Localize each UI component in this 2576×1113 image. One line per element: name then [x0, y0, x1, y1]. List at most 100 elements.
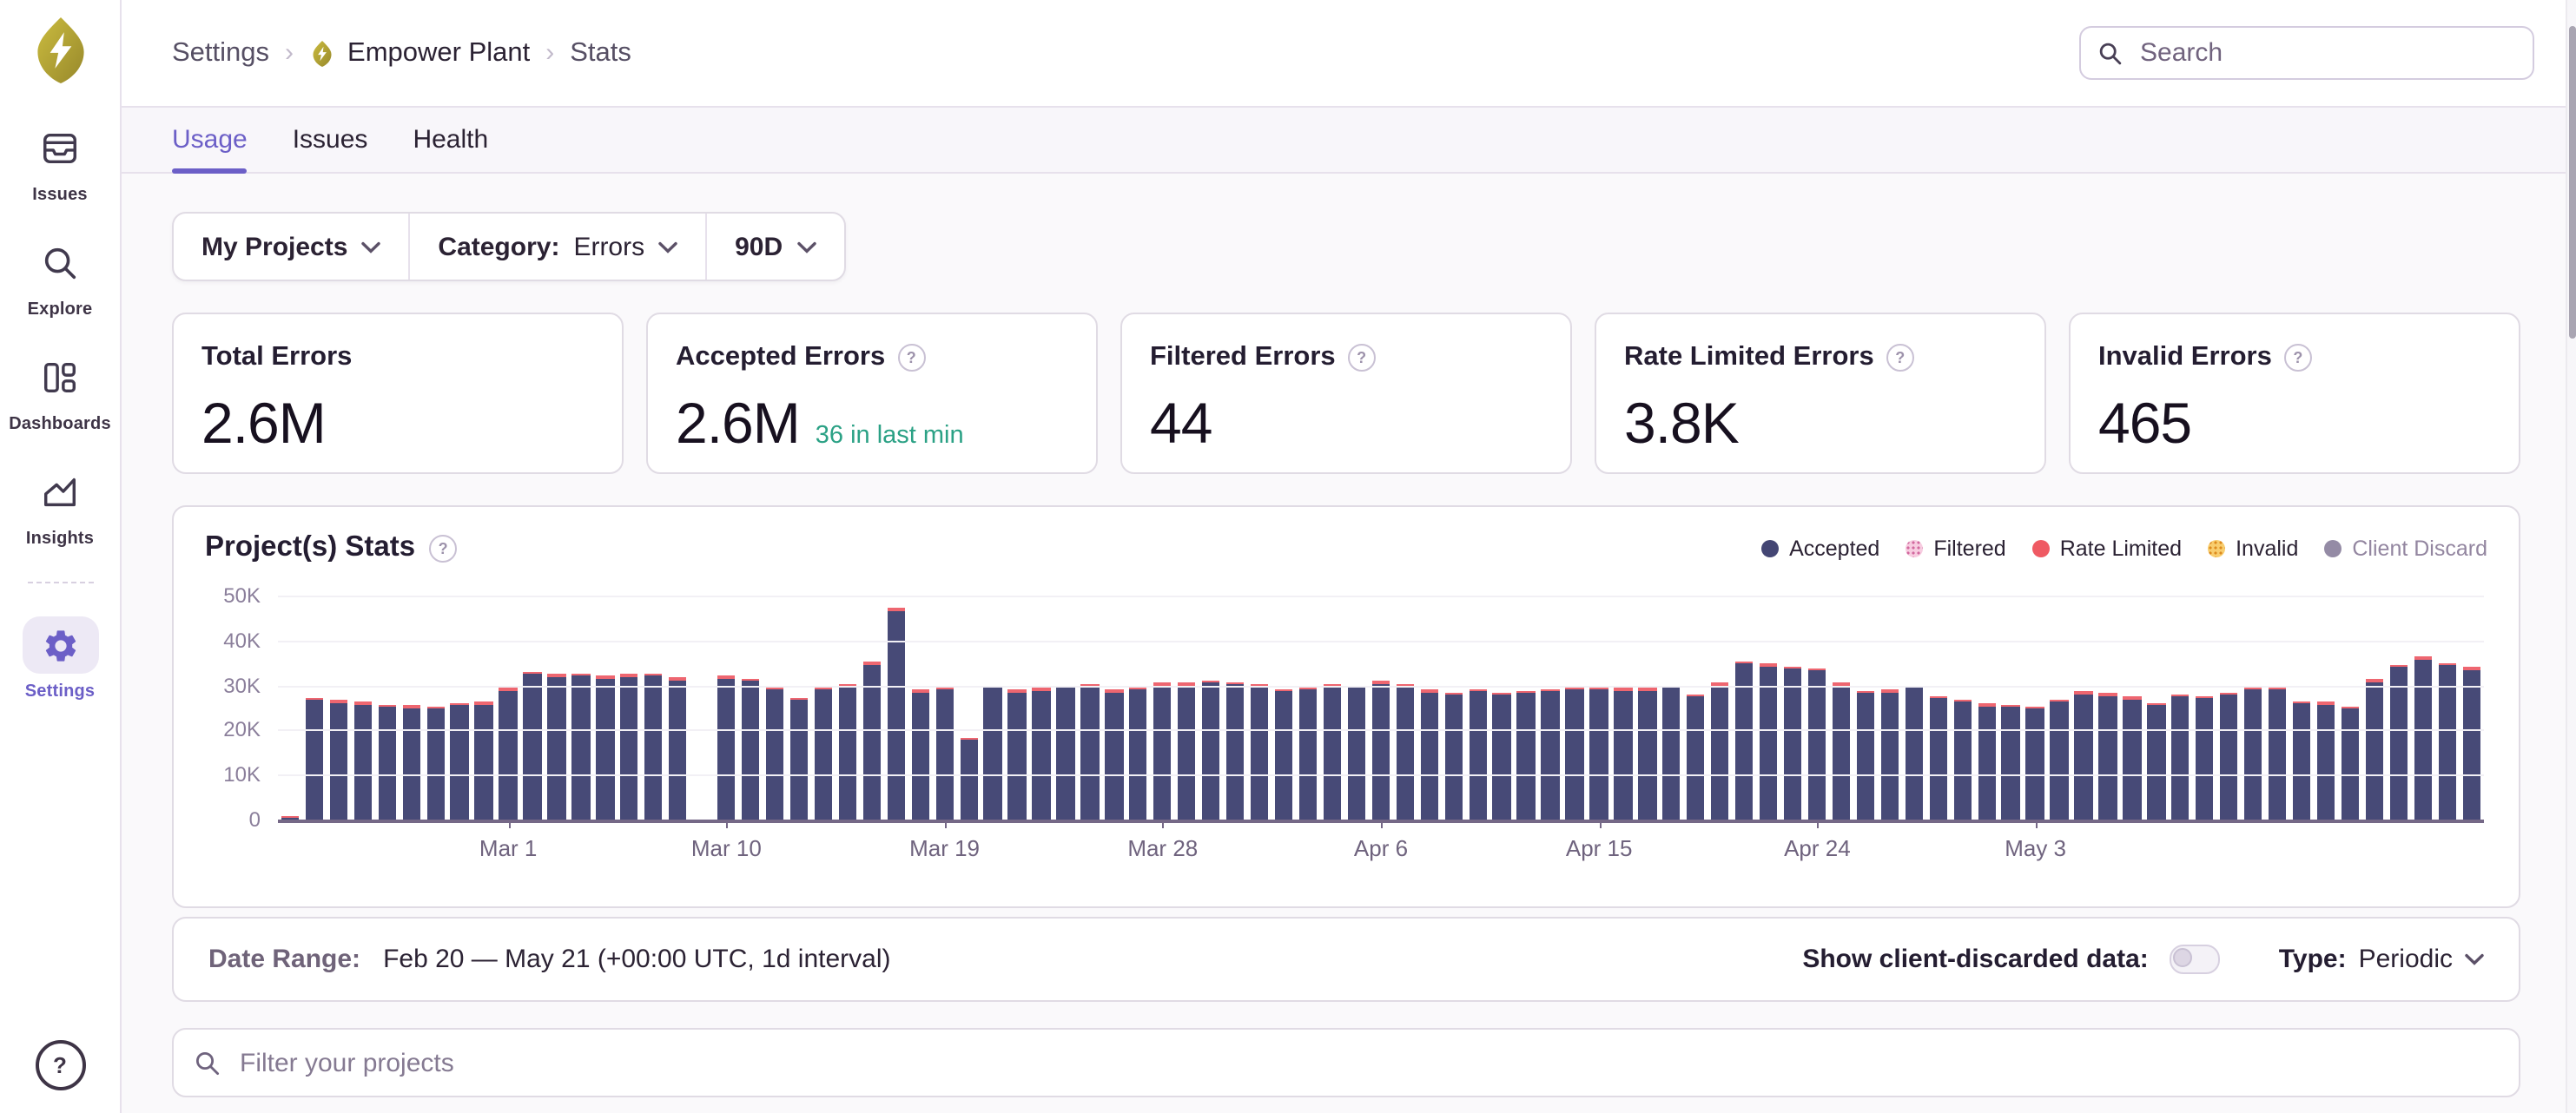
chart-bar[interactable] — [2023, 589, 2047, 820]
chart-bar[interactable] — [1538, 589, 1562, 820]
chart-bar[interactable] — [836, 589, 860, 820]
chart-bar[interactable] — [1878, 589, 1902, 820]
chart-bar[interactable] — [1756, 589, 1780, 820]
chart-bar[interactable] — [1951, 589, 1975, 820]
period-dropdown[interactable]: 90D — [707, 214, 843, 280]
chart-bar[interactable] — [593, 589, 618, 820]
chart-bar[interactable] — [642, 589, 666, 820]
chart-bar[interactable] — [2241, 589, 2265, 820]
chart-bar[interactable] — [423, 589, 447, 820]
chart-bar[interactable] — [2362, 589, 2387, 820]
chart-bar[interactable] — [981, 589, 1005, 820]
chart-bar[interactable] — [375, 589, 400, 820]
chart-bar[interactable] — [1223, 589, 1247, 820]
chart-bar[interactable] — [811, 589, 836, 820]
chart-bar[interactable] — [2169, 589, 2193, 820]
chart-bar[interactable] — [2047, 589, 2071, 820]
legend-item-client-discard[interactable]: Client Discard — [2324, 536, 2487, 560]
chart-bar[interactable] — [278, 589, 302, 820]
chart-bar[interactable] — [1805, 589, 1829, 820]
legend-item-accepted[interactable]: Accepted — [1761, 536, 1879, 560]
chart-bar[interactable] — [2314, 589, 2338, 820]
chart-bar[interactable] — [1732, 589, 1756, 820]
chart-bar[interactable] — [1587, 589, 1611, 820]
chart-bar[interactable] — [2387, 589, 2411, 820]
chart-bar[interactable] — [1998, 589, 2023, 820]
sentry-logo[interactable] — [27, 16, 93, 85]
chart-bar[interactable] — [2435, 589, 2460, 820]
chart-bar[interactable] — [1271, 589, 1296, 820]
search-input[interactable] — [2137, 36, 2515, 69]
chart-bar[interactable] — [1902, 589, 1926, 820]
sidebar-item-dashboards[interactable]: Dashboards — [0, 349, 120, 434]
tab-issues[interactable]: Issues — [292, 125, 368, 155]
legend-item-rate-limited[interactable]: Rate Limited — [2031, 536, 2182, 560]
sidebar-item-insights[interactable]: Insights — [0, 464, 120, 549]
chart-bar[interactable] — [1514, 589, 1538, 820]
chart-bar[interactable] — [956, 589, 981, 820]
info-icon[interactable]: ? — [429, 534, 458, 562]
chart-bar[interactable] — [520, 589, 545, 820]
chart-bar[interactable] — [1247, 589, 1271, 820]
help-icon[interactable]: ? — [35, 1040, 85, 1090]
chart-bar[interactable] — [2265, 589, 2289, 820]
sidebar-item-explore[interactable]: Explore — [0, 234, 120, 319]
scrollbar-track[interactable] — [2566, 0, 2576, 1113]
tab-usage[interactable]: Usage — [172, 108, 248, 174]
chart-bar[interactable] — [569, 589, 593, 820]
chart-bar[interactable] — [1102, 589, 1126, 820]
chart-bar[interactable] — [1320, 589, 1344, 820]
chart-bar[interactable] — [787, 589, 811, 820]
chart-bar[interactable] — [763, 589, 787, 820]
info-icon[interactable]: ? — [2283, 344, 2312, 372]
chart-bar[interactable] — [1974, 589, 1998, 820]
chart-bar[interactable] — [496, 589, 520, 820]
chart-bar[interactable] — [302, 589, 327, 820]
chart-bar[interactable] — [1684, 589, 1708, 820]
chart-bar[interactable] — [1151, 589, 1175, 820]
chart-bar[interactable] — [1005, 589, 1029, 820]
chart-bar[interactable] — [1489, 589, 1514, 820]
chart-bar[interactable] — [545, 589, 569, 820]
info-icon[interactable]: ? — [1886, 344, 1914, 372]
chart-bar[interactable] — [2289, 589, 2314, 820]
chart-bar[interactable] — [2193, 589, 2217, 820]
chart-bar[interactable] — [472, 589, 496, 820]
chart-bar[interactable] — [1175, 589, 1199, 820]
chart-bar[interactable] — [327, 589, 351, 820]
chart-bar[interactable] — [2460, 589, 2484, 820]
chart-bar[interactable] — [738, 589, 763, 820]
legend-item-filtered[interactable]: Filtered — [1906, 536, 2006, 560]
category-dropdown[interactable]: Category: Errors — [410, 214, 705, 280]
chart-bar[interactable] — [447, 589, 472, 820]
chart-bar[interactable] — [2096, 589, 2120, 820]
chart-bar[interactable] — [2217, 589, 2242, 820]
chart-bar[interactable] — [1611, 589, 1635, 820]
type-dropdown[interactable]: Type: Periodic — [2279, 945, 2484, 974]
chart-bar[interactable] — [1078, 589, 1102, 820]
chart-bar[interactable] — [1660, 589, 1684, 820]
chart-bar[interactable] — [1199, 589, 1223, 820]
chart-bar[interactable] — [860, 589, 884, 820]
chart-bar[interactable] — [2338, 589, 2362, 820]
chart-bar[interactable] — [1369, 589, 1393, 820]
chart-bar[interactable] — [1635, 589, 1660, 820]
chart-bar[interactable] — [690, 589, 714, 820]
chart-bar[interactable] — [1417, 589, 1442, 820]
chart-bar[interactable] — [1393, 589, 1417, 820]
chart-bar[interactable] — [2411, 589, 2435, 820]
chart-bar[interactable] — [1562, 589, 1587, 820]
chart-bar[interactable] — [1829, 589, 1853, 820]
chart-bar[interactable] — [908, 589, 933, 820]
global-search[interactable] — [2079, 26, 2534, 80]
chart-bar[interactable] — [1126, 589, 1151, 820]
breadcrumb-settings[interactable]: Settings — [172, 37, 270, 67]
client-discard-toggle[interactable] — [2169, 945, 2220, 974]
chart-bar[interactable] — [714, 589, 738, 820]
chart-bar[interactable] — [2071, 589, 2096, 820]
legend-item-invalid[interactable]: Invalid — [2208, 536, 2298, 560]
tab-health[interactable]: Health — [413, 125, 489, 155]
projects-dropdown[interactable]: My Projects — [174, 214, 408, 280]
chart-bar[interactable] — [666, 589, 690, 820]
chart-bar[interactable] — [1926, 589, 1951, 820]
